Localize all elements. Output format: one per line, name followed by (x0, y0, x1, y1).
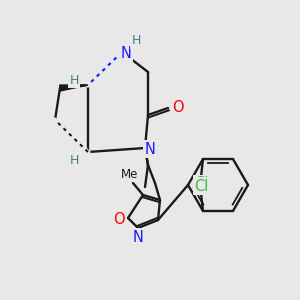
Text: N: N (145, 142, 155, 157)
Text: Cl: Cl (194, 176, 208, 191)
Text: O: O (172, 100, 184, 116)
Text: Cl: Cl (194, 178, 208, 194)
Text: N: N (133, 230, 143, 244)
Polygon shape (60, 85, 88, 91)
Text: H: H (69, 154, 79, 166)
Text: H: H (69, 74, 79, 86)
Text: O: O (113, 212, 125, 227)
Text: N: N (121, 46, 131, 61)
Text: H: H (131, 34, 141, 47)
Text: Me: Me (121, 169, 139, 182)
